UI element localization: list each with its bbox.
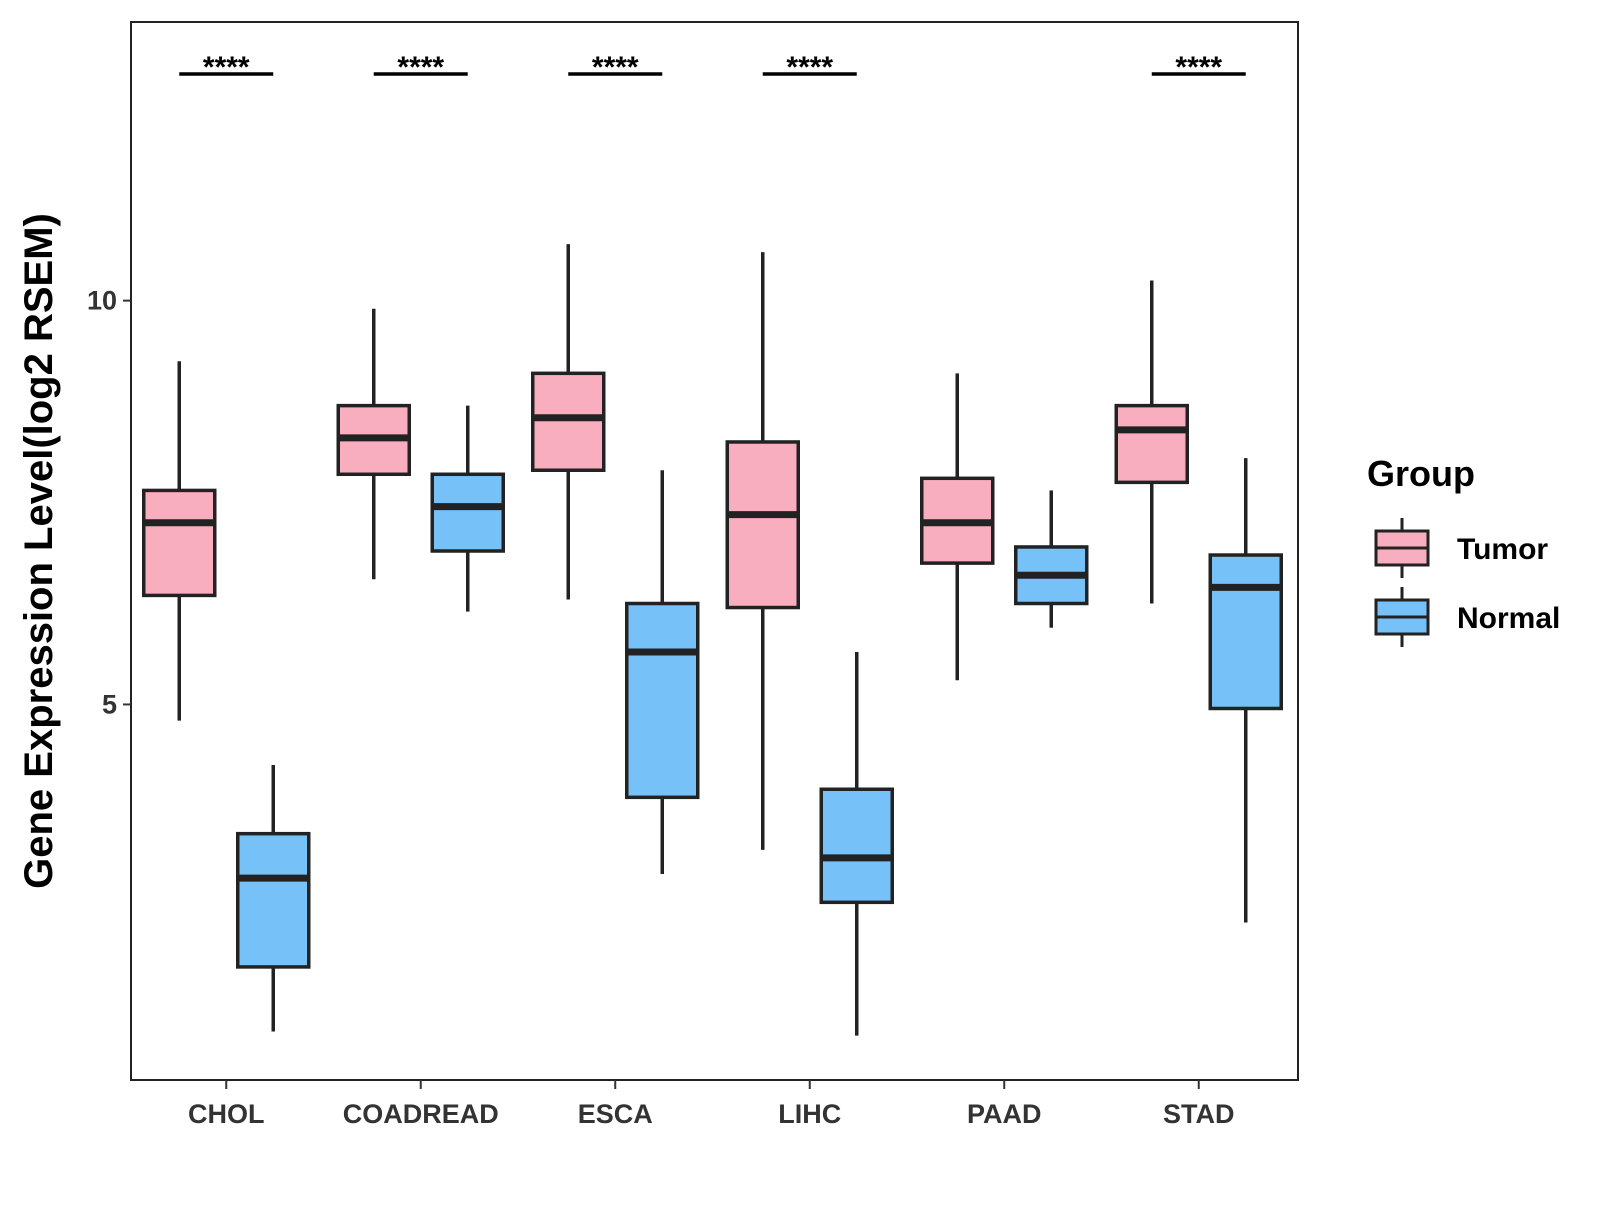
box-tumor-chol [142, 361, 217, 721]
x-tick-label-lihc: LIHC [778, 1099, 841, 1129]
box-normal-coadread [430, 405, 505, 612]
y-tick-label-10: 10 [87, 286, 117, 316]
axes-layer: 5 10 CHOL COADREAD ESCA LIHC PAAD STAD [87, 286, 1235, 1129]
iqr-box-normal-stad [1208, 553, 1283, 711]
box-tumor-coadread [336, 308, 411, 580]
legend-title: Group [1367, 453, 1475, 494]
y-tick-label-5: 5 [102, 689, 117, 719]
x-tick-label-coadread: COADREAD [343, 1099, 499, 1129]
panel-border [130, 21, 1299, 1081]
iqr-box-normal-esca [625, 601, 700, 800]
x-tick-label-esca: ESCA [578, 1099, 653, 1129]
legend-item-tumor: Tumor [1374, 518, 1548, 578]
legend-label-tumor: Tumor [1457, 533, 1548, 566]
x-tick-label-stad: STAD [1163, 1099, 1235, 1129]
legend-item-normal: Normal [1374, 587, 1560, 647]
box-normal-chol [236, 765, 311, 1032]
box-normal-esca [625, 470, 700, 875]
box-normal-stad [1208, 458, 1283, 923]
box-tumor-esca [531, 244, 606, 600]
iqr-box-tumor-chol [142, 488, 217, 598]
significance-label-lihc: **** [786, 51, 833, 84]
box-tumor-paad [920, 373, 995, 681]
box-normal-lihc [819, 651, 894, 1036]
significance-layer: **** **** **** **** **** [179, 51, 1246, 84]
significance-label-coadread: **** [397, 51, 444, 84]
iqr-box-normal-lihc [819, 787, 894, 905]
iqr-box-tumor-lihc [725, 440, 800, 610]
x-tick-label-chol: CHOL [188, 1099, 265, 1129]
iqr-box-tumor-esca [531, 371, 606, 472]
y-axis-label: Gene Expression Level(log2 RSEM) [17, 213, 61, 889]
iqr-box-normal-coadread [430, 472, 505, 553]
x-tick-label-paad: PAAD [967, 1099, 1042, 1129]
legend: Group Tumor Normal [1367, 453, 1560, 647]
significance-label-esca: **** [592, 51, 639, 84]
iqr-box-tumor-stad [1114, 403, 1189, 485]
iqr-box-normal-chol [236, 831, 311, 969]
legend-label-normal: Normal [1457, 602, 1560, 635]
significance-label-chol: **** [203, 51, 250, 84]
boxes-layer [142, 244, 1283, 1036]
box-tumor-lihc [725, 252, 800, 850]
box-tumor-stad [1114, 280, 1189, 604]
significance-label-stad: **** [1175, 51, 1222, 84]
box-normal-paad [1014, 490, 1089, 628]
